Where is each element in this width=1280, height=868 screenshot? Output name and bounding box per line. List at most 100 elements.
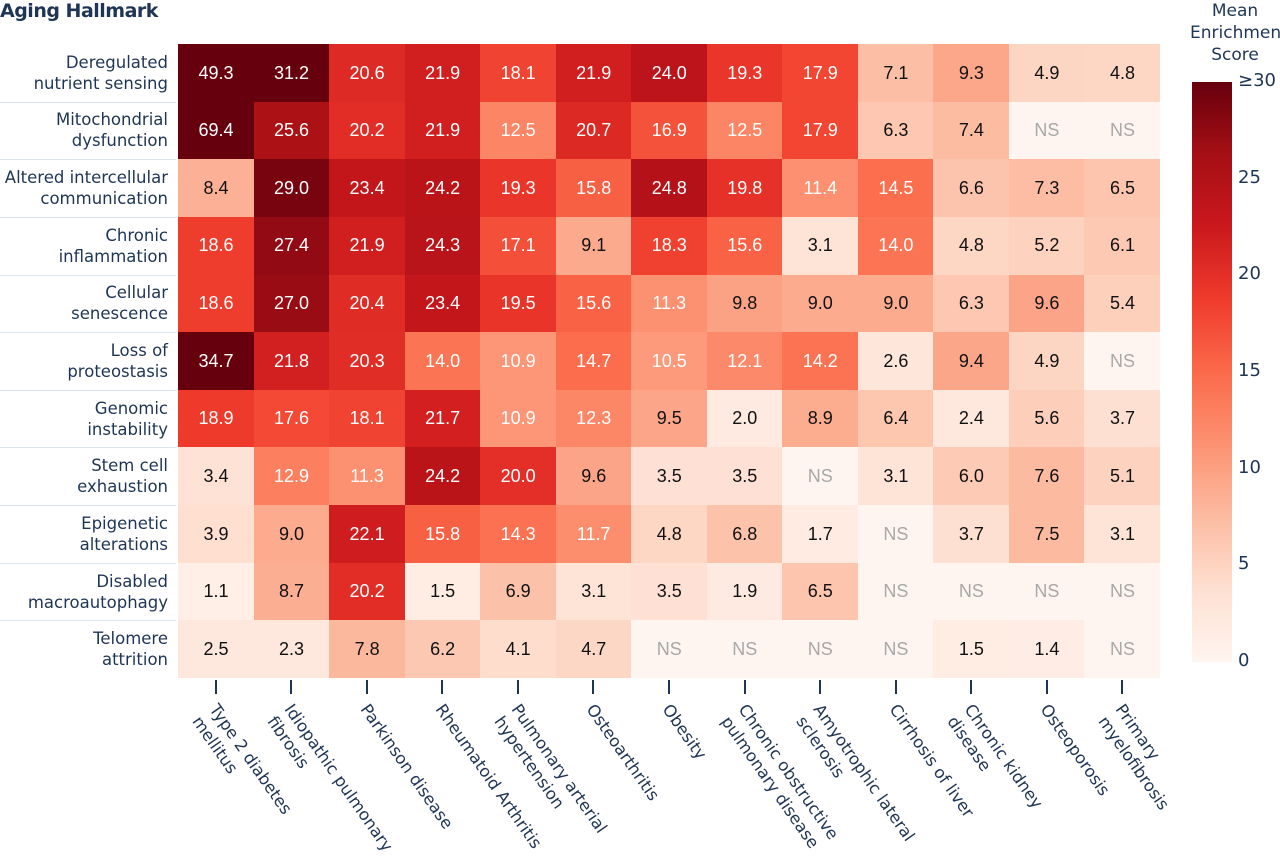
heatmap-cell: 20.2 <box>329 562 406 621</box>
heatmap-cell: 10.5 <box>631 332 708 391</box>
heatmap-cell: 15.8 <box>404 505 481 564</box>
row-separator <box>0 505 176 507</box>
heatmap-cell: 1.5 <box>933 620 1010 679</box>
heatmap-cell: 3.5 <box>631 562 708 621</box>
heatmap-cell: 3.5 <box>706 447 783 506</box>
heatmap-cell: 9.6 <box>555 447 632 506</box>
colorbar-tick-label: ≥30 <box>1238 70 1276 91</box>
heatmap-cell: 24.0 <box>631 44 708 103</box>
x-tick <box>894 680 897 694</box>
heatmap-cell: 12.3 <box>555 389 632 448</box>
row-separator <box>0 216 176 218</box>
row-label: Disabled macroautophagy <box>27 571 168 612</box>
colorbar-tick-label: 10 <box>1238 456 1261 478</box>
heatmap-cell: 19.8 <box>706 159 783 218</box>
heatmap-cell: NS <box>1084 332 1161 391</box>
column-label: Primary myelofibrosis <box>1094 700 1174 814</box>
heatmap-cell: 31.2 <box>253 44 330 103</box>
heatmap-cell: 3.1 <box>857 447 934 506</box>
heatmap-cell: 21.9 <box>329 216 406 276</box>
heatmap-cell: 18.6 <box>178 274 255 333</box>
heatmap-cell: 1.5 <box>404 562 481 621</box>
heatmap-cell: 4.1 <box>480 620 557 679</box>
heatmap-cell: 3.1 <box>782 216 859 276</box>
heatmap-cell: 6.9 <box>480 562 557 621</box>
heatmap-cell: 4.8 <box>1084 44 1161 103</box>
heatmap-cell: 4.8 <box>933 216 1010 276</box>
x-tick <box>743 680 746 694</box>
row-label: Deregulated nutrient sensing <box>33 52 168 93</box>
heatmap-cell: 1.9 <box>706 562 783 621</box>
row-label: Epigenetic alterations <box>79 513 168 554</box>
row-label: Telomere attrition <box>93 629 168 670</box>
heatmap-cell: 20.2 <box>329 101 406 160</box>
heatmap-cell: 3.1 <box>1084 505 1161 564</box>
heatmap-grid: 49.3 31.2 20.6 21.9 18.1 21.9 24.0 19.3 17.9 7.1 9… <box>178 44 1161 679</box>
heatmap-cell: 1.1 <box>178 562 255 621</box>
heatmap-cell: 8.9 <box>782 389 859 448</box>
heatmap-cell: 7.4 <box>933 101 1010 160</box>
heatmap-cell: 5.4 <box>1084 274 1161 333</box>
heatmap-cell: 6.8 <box>706 505 783 564</box>
x-tick <box>1045 680 1048 694</box>
row-label: Mitochondrial dysfunction <box>55 110 168 151</box>
heatmap-cell: 20.6 <box>329 44 406 103</box>
heatmap-cell: 14.3 <box>480 505 557 564</box>
heatmap-cell: 25.6 <box>253 101 330 160</box>
heatmap-cell: 10.9 <box>480 332 557 391</box>
heatmap-cell: 18.6 <box>178 216 255 276</box>
column-label: Osteoarthritis <box>583 700 664 805</box>
heatmap-cell: 10.9 <box>480 389 557 448</box>
heatmap-cell: 7.3 <box>1008 159 1085 218</box>
heatmap-cell: 3.9 <box>178 505 255 564</box>
heatmap-cell: 11.3 <box>631 274 708 333</box>
column-label: Osteoporosis <box>1036 700 1114 800</box>
heatmap-cell: 19.5 <box>480 274 557 333</box>
colorbar-tick-label: 20 <box>1238 263 1261 285</box>
heatmap-cell: 6.4 <box>857 389 934 448</box>
heatmap-cell: 14.0 <box>857 216 934 276</box>
heatmap-cell: NS <box>857 620 934 679</box>
row-separator <box>0 101 176 103</box>
heatmap-cell: 7.8 <box>329 620 406 679</box>
heatmap-cell: 18.3 <box>631 216 708 276</box>
heatmap-cell: 6.1 <box>1084 216 1161 276</box>
heatmap-cell: 16.9 <box>631 101 708 160</box>
heatmap-cell: 6.5 <box>782 562 859 621</box>
heatmap-cell: 15.6 <box>706 216 783 276</box>
heatmap-cell: 7.1 <box>857 44 934 103</box>
heatmap-cell: 9.1 <box>555 216 632 276</box>
heatmap-cell: 9.0 <box>782 274 859 333</box>
row-separator <box>0 274 176 276</box>
x-tick <box>441 680 444 694</box>
heatmap-cell: 4.9 <box>1008 332 1085 391</box>
heatmap-cell: 17.9 <box>782 44 859 103</box>
heatmap-cell: 15.6 <box>555 274 632 333</box>
heatmap-cell: 4.7 <box>555 620 632 679</box>
heatmap-cell: 4.8 <box>631 505 708 564</box>
x-tick <box>1121 680 1124 694</box>
heatmap-cell: 3.7 <box>1084 389 1161 448</box>
heatmap-cell: 21.9 <box>404 101 481 160</box>
heatmap-cell: NS <box>1084 562 1161 621</box>
row-separator <box>0 389 176 391</box>
heatmap-cell: 14.0 <box>404 332 481 391</box>
colorbar-tick-label: 0 <box>1238 650 1250 671</box>
heatmap-cell: 9.0 <box>253 505 330 564</box>
heatmap-cell: 6.5 <box>1084 159 1161 218</box>
heatmap-cell: NS <box>1084 101 1161 160</box>
heatmap-cell: 9.0 <box>857 274 934 333</box>
heatmap-cell: 7.5 <box>1008 505 1085 564</box>
heatmap-cell: 69.4 <box>178 101 255 160</box>
heatmap-cell: 24.8 <box>631 159 708 218</box>
heatmap-cell: 11.3 <box>329 447 406 506</box>
x-tick <box>214 680 217 694</box>
heatmap-cell: 12.5 <box>706 101 783 160</box>
heatmap-cell: NS <box>706 620 783 679</box>
colorbar-tick-label: 15 <box>1238 360 1261 381</box>
heatmap-cell: 20.4 <box>329 274 406 333</box>
heatmap-cell: 14.5 <box>857 159 934 218</box>
column-label: Obesity <box>658 700 711 764</box>
heatmap-cell: 3.1 <box>555 562 632 621</box>
heatmap-cell: 5.6 <box>1008 389 1085 448</box>
